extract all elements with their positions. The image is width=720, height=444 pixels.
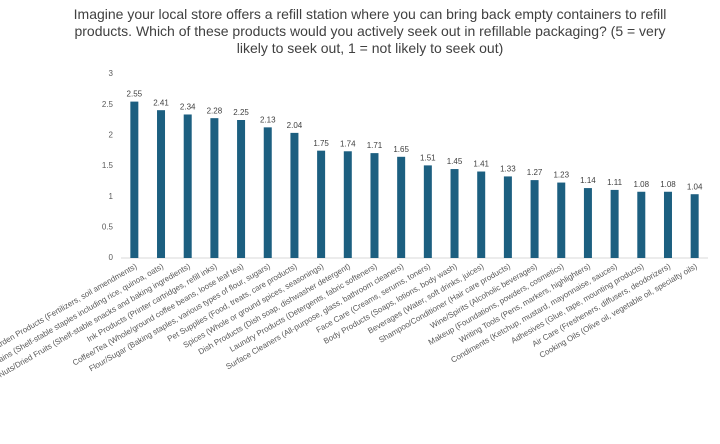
- bar: [130, 101, 139, 258]
- bar: [477, 171, 486, 258]
- value-label: 2.55: [127, 90, 143, 99]
- value-label: 2.04: [287, 121, 303, 130]
- bar: [450, 169, 459, 258]
- value-label: 1.33: [500, 165, 516, 174]
- value-label: 1.27: [527, 168, 543, 177]
- y-tick-label: 0: [109, 253, 114, 262]
- value-label: 1.41: [473, 160, 489, 169]
- value-label: 1.23: [553, 171, 569, 180]
- bar: [157, 110, 166, 258]
- bar: [183, 114, 192, 258]
- value-label: 2.41: [153, 98, 169, 107]
- value-label: 2.28: [207, 106, 223, 115]
- bar: [503, 176, 512, 258]
- y-tick-label: 3: [109, 69, 114, 78]
- y-tick-label: 2: [109, 130, 114, 139]
- value-label: 1.14: [580, 176, 596, 185]
- bar: [530, 180, 539, 258]
- bar: [343, 151, 352, 258]
- y-tick-label: 0.5: [102, 222, 114, 231]
- bar: [290, 132, 299, 258]
- value-label: 2.13: [260, 115, 276, 124]
- bar: [637, 191, 646, 258]
- bar: [210, 118, 219, 258]
- bar: [370, 153, 379, 258]
- value-label: 1.04: [687, 182, 703, 191]
- bar: [557, 182, 566, 258]
- bar: [397, 156, 406, 258]
- bar: [690, 194, 699, 258]
- value-label: 1.74: [340, 139, 356, 148]
- bar: [423, 165, 432, 258]
- value-label: 2.34: [180, 103, 196, 112]
- y-tick-label: 2.5: [102, 100, 114, 109]
- bar: [610, 189, 619, 258]
- value-label: 1.45: [447, 157, 463, 166]
- value-label: 1.71: [367, 141, 383, 150]
- value-label: 1.75: [313, 139, 329, 148]
- value-label: 1.11: [607, 178, 623, 187]
- value-label: 1.08: [634, 180, 650, 189]
- chart-title: Imagine your local store offers a refill…: [73, 6, 667, 56]
- bar: [263, 127, 272, 258]
- y-tick-label: 1: [109, 192, 114, 201]
- y-tick-label: 1.5: [102, 161, 114, 170]
- bar: [317, 150, 326, 258]
- value-label: 1.08: [660, 180, 676, 189]
- value-label: 1.51: [420, 153, 436, 162]
- bar: [237, 120, 246, 258]
- bar: [663, 191, 672, 258]
- value-label: 1.65: [393, 145, 409, 154]
- value-label: 2.25: [233, 108, 249, 117]
- bar: [583, 188, 592, 258]
